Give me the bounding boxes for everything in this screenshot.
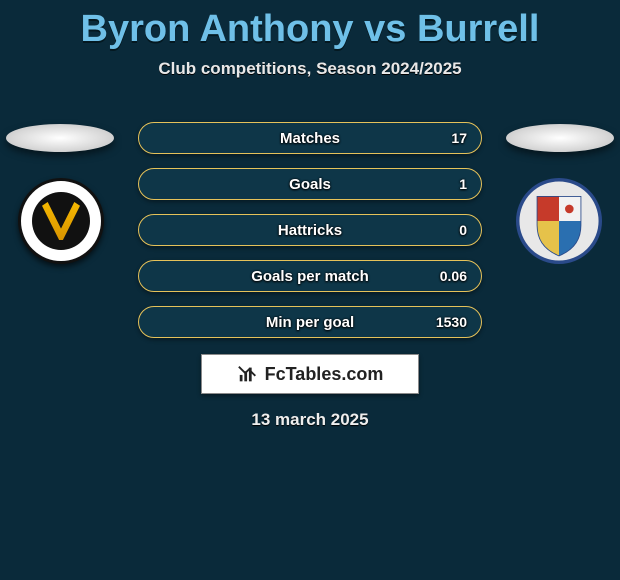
stat-label: Min per goal (139, 314, 481, 331)
player-photo-placeholder-right (506, 124, 614, 152)
club-crest-right (516, 178, 602, 264)
stat-right-value: 17 (451, 130, 467, 146)
crest-chevron-icon (42, 202, 80, 240)
stat-right-value: 1 (459, 176, 467, 192)
stat-label: Hattricks (139, 222, 481, 239)
club-crest-left (18, 178, 104, 264)
stat-right-value: 0 (459, 222, 467, 238)
brand-text: FcTables.com (265, 364, 384, 385)
crest-inner (32, 192, 90, 250)
brand-badge[interactable]: FcTables.com (201, 354, 419, 394)
subtitle: Club competitions, Season 2024/2025 (0, 59, 620, 79)
shield-icon (516, 178, 602, 264)
bar-chart-icon (237, 363, 259, 385)
player-photo-placeholder-left (6, 124, 114, 152)
stat-row: Matches 17 (138, 122, 482, 154)
stat-row: Hattricks 0 (138, 214, 482, 246)
page-title: Byron Anthony vs Burrell (0, 0, 620, 51)
stat-label: Goals per match (139, 268, 481, 285)
stat-row: Min per goal 1530 (138, 306, 482, 338)
stat-row: Goals 1 (138, 168, 482, 200)
stat-label: Goals (139, 176, 481, 193)
stat-right-value: 0.06 (440, 268, 467, 284)
stat-label: Matches (139, 130, 481, 147)
stat-right-value: 1530 (436, 314, 467, 330)
date-label: 13 march 2025 (0, 410, 620, 430)
stat-row: Goals per match 0.06 (138, 260, 482, 292)
stats-panel: Matches 17 Goals 1 Hattricks 0 Goals per… (138, 122, 482, 338)
